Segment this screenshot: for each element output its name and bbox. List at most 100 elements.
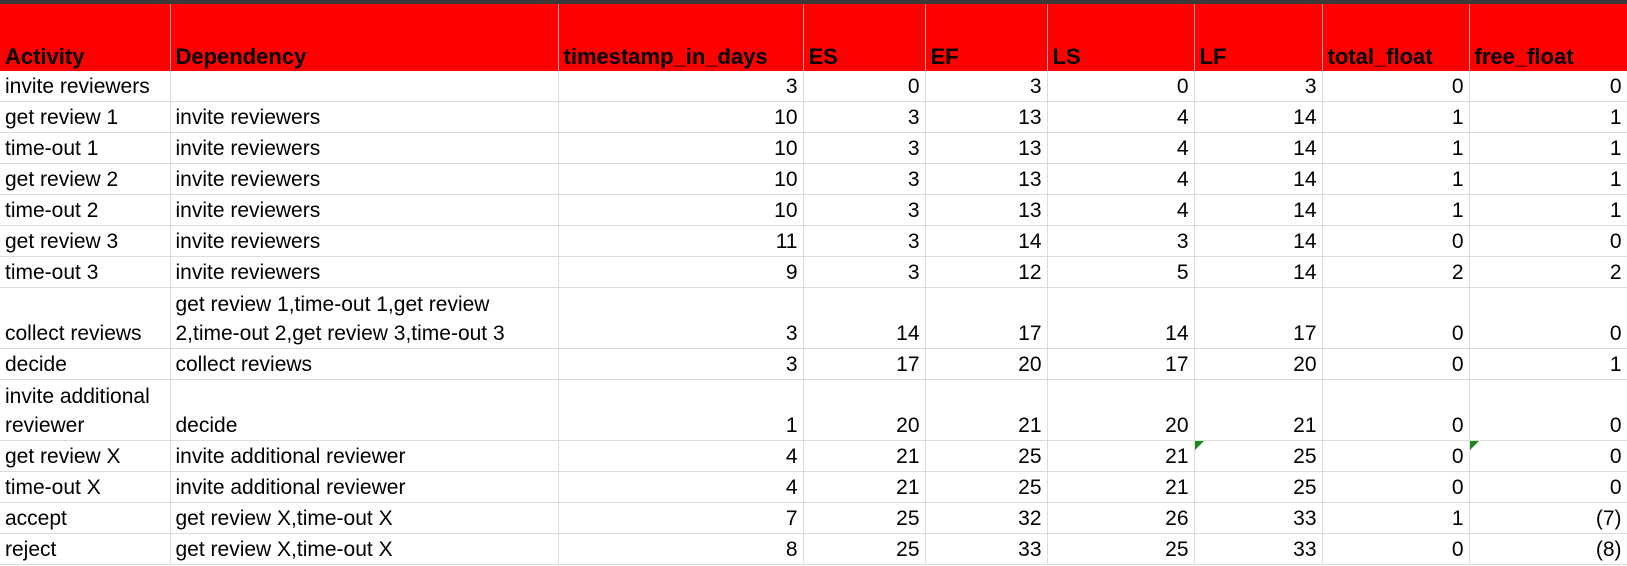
ef-cell[interactable]: 14 — [925, 225, 1048, 257]
ls-cell[interactable]: 20 — [1047, 379, 1195, 441]
lf-cell[interactable]: 21 — [1194, 379, 1323, 441]
lf-cell[interactable]: 14 — [1194, 163, 1323, 195]
timestamp-cell[interactable]: 3 — [558, 71, 804, 102]
timestamp-cell[interactable]: 4 — [558, 440, 804, 472]
ls-cell[interactable]: 21 — [1047, 440, 1195, 472]
es-cell[interactable]: 21 — [803, 440, 926, 472]
dependency-cell[interactable]: invite reviewers — [170, 194, 559, 226]
free-float-cell[interactable]: 0 — [1469, 471, 1627, 503]
ls-cell[interactable]: 26 — [1047, 502, 1195, 534]
lf-cell[interactable]: 14 — [1194, 101, 1323, 133]
es-cell[interactable]: 21 — [803, 471, 926, 503]
ef-cell[interactable]: 17 — [925, 287, 1048, 349]
activity-cell[interactable]: invite additional reviewer — [0, 379, 171, 441]
timestamp-cell[interactable]: 4 — [558, 471, 804, 503]
ef-cell[interactable]: 13 — [925, 194, 1048, 226]
total-float-cell[interactable]: 1 — [1322, 163, 1470, 195]
timestamp-cell[interactable]: 1 — [558, 379, 804, 441]
free-float-cell[interactable]: 1 — [1469, 348, 1627, 380]
header-timestamp-in-days[interactable]: timestamp_in_days — [558, 4, 804, 71]
es-cell[interactable]: 0 — [803, 71, 926, 102]
ef-cell[interactable]: 32 — [925, 502, 1048, 534]
activity-cell[interactable]: get review 3 — [0, 225, 171, 257]
activity-cell[interactable]: time-out X — [0, 471, 171, 503]
activity-cell[interactable]: reject — [0, 533, 171, 565]
lf-cell[interactable]: 17 — [1194, 287, 1323, 349]
ls-cell[interactable]: 21 — [1047, 471, 1195, 503]
lf-cell[interactable]: 14 — [1194, 194, 1323, 226]
lf-cell[interactable]: 33 — [1194, 533, 1323, 565]
free-float-cell[interactable]: 1 — [1469, 163, 1627, 195]
lf-cell[interactable]: 33 — [1194, 502, 1323, 534]
dependency-cell[interactable]: collect reviews — [170, 348, 559, 380]
timestamp-cell[interactable]: 7 — [558, 502, 804, 534]
dependency-cell[interactable]: invite reviewers — [170, 101, 559, 133]
ef-cell[interactable]: 25 — [925, 440, 1048, 472]
total-float-cell[interactable]: 0 — [1322, 287, 1470, 349]
total-float-cell[interactable]: 0 — [1322, 71, 1470, 102]
ef-cell[interactable]: 20 — [925, 348, 1048, 380]
activity-cell[interactable]: get review 1 — [0, 101, 171, 133]
ef-cell[interactable]: 13 — [925, 101, 1048, 133]
lf-cell[interactable]: 20 — [1194, 348, 1323, 380]
dependency-cell[interactable]: get review 1,time-out 1,get review 2,tim… — [170, 287, 559, 349]
ls-cell[interactable]: 5 — [1047, 256, 1195, 288]
total-float-cell[interactable]: 1 — [1322, 502, 1470, 534]
lf-cell[interactable]: 14 — [1194, 225, 1323, 257]
activity-cell[interactable]: invite reviewers — [0, 71, 171, 102]
es-cell[interactable]: 17 — [803, 348, 926, 380]
dependency-cell[interactable]: get review X,time-out X — [170, 533, 559, 565]
ls-cell[interactable]: 25 — [1047, 533, 1195, 565]
header-lf[interactable]: LF — [1194, 4, 1323, 71]
ef-cell[interactable]: 3 — [925, 71, 1048, 102]
free-float-cell[interactable]: (7) — [1469, 502, 1627, 534]
activity-cell[interactable]: decide — [0, 348, 171, 380]
dependency-cell[interactable]: decide — [170, 379, 559, 441]
activity-cell[interactable]: time-out 2 — [0, 194, 171, 226]
free-float-cell[interactable]: 0 — [1469, 379, 1627, 441]
free-float-cell[interactable]: 0 — [1469, 287, 1627, 349]
header-activity[interactable]: Activity — [0, 4, 171, 71]
es-cell[interactable]: 25 — [803, 502, 926, 534]
total-float-cell[interactable]: 1 — [1322, 101, 1470, 133]
lf-cell[interactable]: 3 — [1194, 71, 1323, 102]
free-float-cell[interactable]: 1 — [1469, 132, 1627, 164]
ls-cell[interactable]: 17 — [1047, 348, 1195, 380]
header-es[interactable]: ES — [803, 4, 926, 71]
es-cell[interactable]: 3 — [803, 101, 926, 133]
es-cell[interactable]: 3 — [803, 256, 926, 288]
dependency-cell[interactable]: invite reviewers — [170, 256, 559, 288]
total-float-cell[interactable]: 2 — [1322, 256, 1470, 288]
header-dependency[interactable]: Dependency — [170, 4, 559, 71]
header-ls[interactable]: LS — [1047, 4, 1195, 71]
comment-indicator-icon[interactable] — [1194, 441, 1204, 450]
ef-cell[interactable]: 12 — [925, 256, 1048, 288]
timestamp-cell[interactable]: 10 — [558, 194, 804, 226]
activity-cell[interactable]: get review 2 — [0, 163, 171, 195]
dependency-cell[interactable]: invite additional reviewer — [170, 440, 559, 472]
ls-cell[interactable]: 3 — [1047, 225, 1195, 257]
es-cell[interactable]: 3 — [803, 194, 926, 226]
ef-cell[interactable]: 13 — [925, 163, 1048, 195]
dependency-cell[interactable]: get review X,time-out X — [170, 502, 559, 534]
es-cell[interactable]: 3 — [803, 163, 926, 195]
lf-cell[interactable]: 14 — [1194, 132, 1323, 164]
free-float-cell[interactable]: 1 — [1469, 194, 1627, 226]
comment-indicator-icon[interactable] — [1469, 441, 1479, 450]
header-total-float[interactable]: total_float — [1322, 4, 1470, 71]
total-float-cell[interactable]: 0 — [1322, 225, 1470, 257]
ls-cell[interactable]: 4 — [1047, 132, 1195, 164]
es-cell[interactable]: 14 — [803, 287, 926, 349]
free-float-cell[interactable]: 0 — [1469, 71, 1627, 102]
timestamp-cell[interactable]: 10 — [558, 132, 804, 164]
es-cell[interactable]: 3 — [803, 132, 926, 164]
ef-cell[interactable]: 13 — [925, 132, 1048, 164]
ef-cell[interactable]: 21 — [925, 379, 1048, 441]
lf-cell[interactable]: 25 — [1194, 440, 1323, 472]
activity-cell[interactable]: time-out 3 — [0, 256, 171, 288]
ef-cell[interactable]: 33 — [925, 533, 1048, 565]
free-float-cell[interactable]: 0 — [1469, 225, 1627, 257]
ls-cell[interactable]: 4 — [1047, 163, 1195, 195]
free-float-cell[interactable]: (8) — [1469, 533, 1627, 565]
activity-cell[interactable]: get review X — [0, 440, 171, 472]
